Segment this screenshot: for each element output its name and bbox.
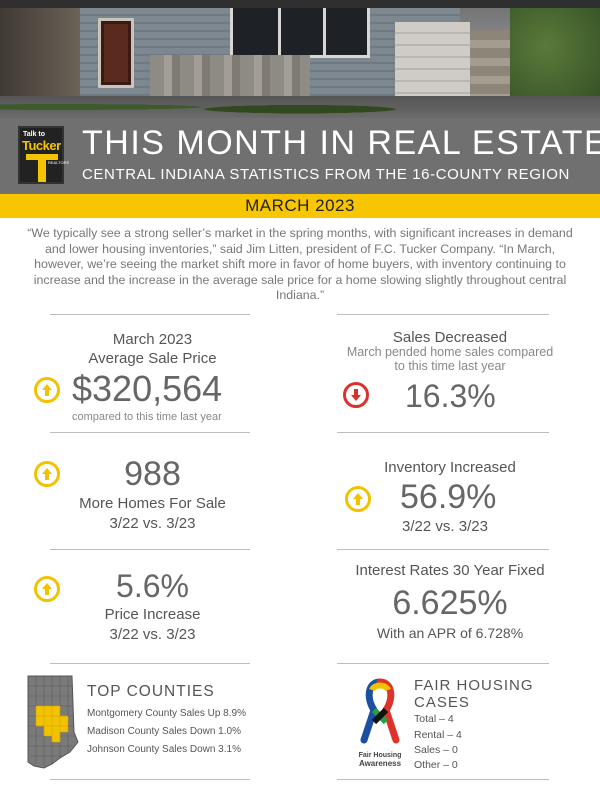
fair-housing-item: Total – 4 xyxy=(414,713,454,725)
tucker-logo: Talk to Tucker REALTORS xyxy=(18,126,69,184)
county-item: Madison County Sales Down 1.0% xyxy=(87,726,241,737)
avg-price-label: March 2023 Average Sale Price xyxy=(88,331,217,367)
fair-housing-title: FAIR HOUSING CASES xyxy=(414,677,534,711)
avg-price-note: compared to this time last year xyxy=(72,411,222,423)
divider xyxy=(50,314,250,315)
divider xyxy=(337,663,549,664)
interest-label: Interest Rates 30 Year Fixed xyxy=(355,562,545,579)
up-arrow-icon xyxy=(34,461,60,487)
divider xyxy=(337,432,549,433)
divider xyxy=(50,549,250,550)
logo-main-text: Tucker xyxy=(22,138,61,153)
county-item: Montgomery County Sales Up 8.9% xyxy=(87,708,246,719)
avg-price-value: $320,564 xyxy=(72,368,223,409)
title-banner xyxy=(0,118,600,194)
divider xyxy=(337,549,549,550)
interest-note: With an APR of 6.728% xyxy=(376,625,524,641)
logo-sub-text: REALTORS xyxy=(48,160,70,165)
hero-house-photo xyxy=(0,0,600,118)
fair-housing-item: Other – 0 xyxy=(414,759,458,771)
divider xyxy=(337,779,549,780)
month-bar: MARCH 2023 xyxy=(0,194,600,218)
county-item: Johnson County Sales Down 3.1% xyxy=(87,744,241,755)
divider xyxy=(337,314,549,315)
down-arrow-icon xyxy=(343,382,369,408)
top-counties-title: TOP COUNTIES xyxy=(87,683,215,700)
fair-housing-item: Rental – 4 xyxy=(414,729,462,741)
president-quote: “We typically see a strong seller’s mark… xyxy=(27,226,573,302)
inventory-label: Inventory Increased xyxy=(384,459,516,476)
page-subtitle: CENTRAL INDIANA STATISTICS FROM THE 16-C… xyxy=(82,166,570,183)
homes-label: More Homes For Sale xyxy=(79,495,226,512)
indiana-map-icon xyxy=(27,675,79,769)
interest-value: 6.625% xyxy=(392,584,508,622)
up-arrow-icon xyxy=(34,576,60,602)
fair-housing-item: Sales – 0 xyxy=(414,744,458,756)
fair-housing-caption: Fair Housing Awareness xyxy=(358,752,402,768)
homes-period: 3/22 vs. 3/23 xyxy=(109,515,196,532)
logo-top-text: Talk to xyxy=(23,131,46,138)
up-arrow-icon xyxy=(345,486,371,512)
price-increase-value: 5.6% xyxy=(116,568,189,604)
inventory-value: 56.9% xyxy=(400,478,497,516)
inventory-period: 3/22 vs. 3/23 xyxy=(402,518,488,535)
awareness-ribbon-icon xyxy=(360,678,400,744)
price-increase-period: 3/22 vs. 3/23 xyxy=(109,626,196,643)
up-arrow-icon xyxy=(34,377,60,403)
divider xyxy=(50,432,250,433)
homes-value: 988 xyxy=(124,455,181,493)
sales-note: March pended home sales compared to this… xyxy=(346,345,554,373)
divider xyxy=(50,663,250,664)
price-increase-label: Price Increase xyxy=(104,606,201,623)
sales-label: Sales Decreased xyxy=(392,329,508,346)
page-title: THIS MONTH IN REAL ESTATE xyxy=(82,124,600,162)
divider xyxy=(50,779,250,780)
sales-value: 16.3% xyxy=(405,378,496,414)
